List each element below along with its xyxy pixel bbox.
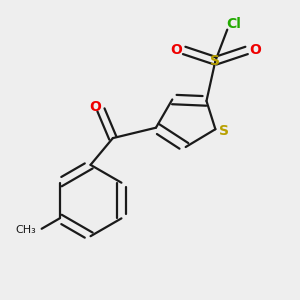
Text: O: O: [89, 100, 101, 114]
Text: Cl: Cl: [226, 17, 241, 31]
Text: O: O: [170, 44, 182, 57]
Text: S: S: [210, 54, 220, 68]
Text: O: O: [249, 44, 261, 57]
Text: S: S: [219, 124, 229, 138]
Text: CH₃: CH₃: [16, 225, 36, 235]
